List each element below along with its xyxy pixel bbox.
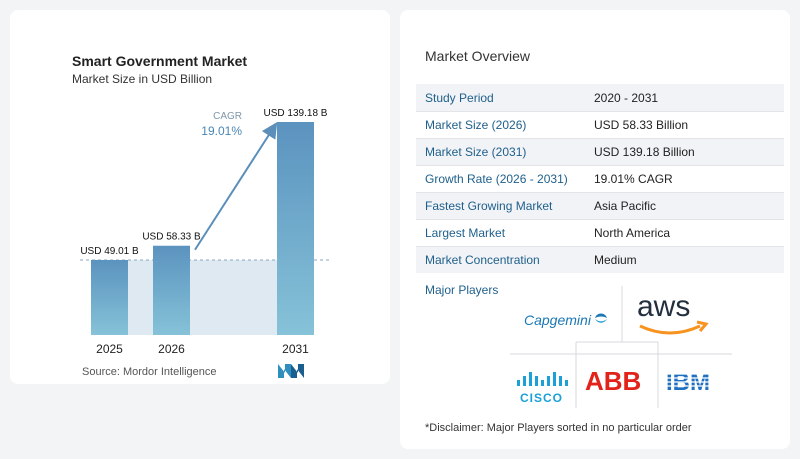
data-label-2026: USD 58.33 B xyxy=(142,232,201,243)
table-row: Market Concentration Medium xyxy=(416,246,784,273)
cisco-logo-text: CISCO xyxy=(520,391,563,405)
table-row: Fastest Growing Market Asia Pacific xyxy=(416,192,784,219)
table-row: Study Period 2020 - 2031 xyxy=(416,84,784,111)
chart-subtitle: Market Size in USD Billion xyxy=(72,72,213,86)
row-value: 2020 - 2031 xyxy=(594,90,659,105)
bar-chart: USD 49.01 B 2025 USD 58.33 B 2026 USD 139.18… xyxy=(80,108,330,356)
row-label: Market Concentration xyxy=(425,253,540,267)
row-value: 19.01% CAGR xyxy=(594,172,673,186)
row-value: USD 139.18 Billion xyxy=(594,145,695,159)
row-value: Medium xyxy=(594,253,637,267)
x-tick-2026: 2026 xyxy=(158,342,185,356)
data-label-2031: USD 139.18 B xyxy=(264,108,328,119)
disclaimer-text: *Disclaimer: Major Players sorted in no … xyxy=(425,422,692,434)
x-tick-2031: 2031 xyxy=(282,342,309,356)
bar-2025 xyxy=(91,259,128,335)
cagr-value: 19.01% xyxy=(201,124,242,138)
abb-logo: ABB xyxy=(585,366,641,396)
row-label: Study Period xyxy=(425,90,494,105)
row-label: Growth Rate (2026 - 2031) xyxy=(425,172,568,186)
market-overview-card xyxy=(400,10,790,449)
table-row: Growth Rate (2026 - 2031) 19.01% CAGR xyxy=(416,165,784,192)
bar-2031 xyxy=(277,122,314,335)
x-tick-2025: 2025 xyxy=(96,342,123,356)
row-value: USD 58.33 Billion xyxy=(594,118,689,132)
row-label: Largest Market xyxy=(425,226,506,240)
table-row: Market Size (2026) USD 58.33 Billion xyxy=(416,111,784,138)
ibm-logo: IBM xyxy=(664,369,722,396)
table-row: Largest Market North America xyxy=(416,219,784,246)
capgemini-logo-text: Capgemini xyxy=(524,312,592,328)
overview-title: Market Overview xyxy=(425,48,531,64)
row-label: Market Size (2026) xyxy=(425,118,527,132)
baseline-shade xyxy=(91,259,314,335)
cisco-logo: CISCO xyxy=(517,372,568,405)
mordor-logo-icon xyxy=(278,364,304,378)
aws-logo-text: aws xyxy=(637,290,690,323)
major-players-title: Major Players xyxy=(425,283,499,297)
abb-logo-text: ABB xyxy=(585,366,641,396)
cagr-arrow xyxy=(194,121,278,251)
cagr-label: CAGR xyxy=(213,111,242,122)
row-value: Asia Pacific xyxy=(594,199,657,213)
row-value: North America xyxy=(594,226,671,240)
table-row: Market Size (2031) USD 139.18 Billion xyxy=(416,138,784,165)
chart-source: Source: Mordor Intelligence xyxy=(82,366,217,378)
aws-logo: aws xyxy=(637,290,709,335)
row-label: Market Size (2031) xyxy=(425,145,527,159)
bar-2026 xyxy=(153,245,190,335)
data-label-2025: USD 49.01 B xyxy=(80,246,139,257)
overview-table: Study Period 2020 - 2031 Market Size (202… xyxy=(416,84,784,273)
capgemini-logo: Capgemini xyxy=(524,312,607,328)
major-players-grid: Capgemini aws CISCO ABB IBM xyxy=(510,286,732,408)
row-label: Fastest Growing Market xyxy=(425,199,553,213)
chart-title: Smart Government Market xyxy=(72,53,248,69)
